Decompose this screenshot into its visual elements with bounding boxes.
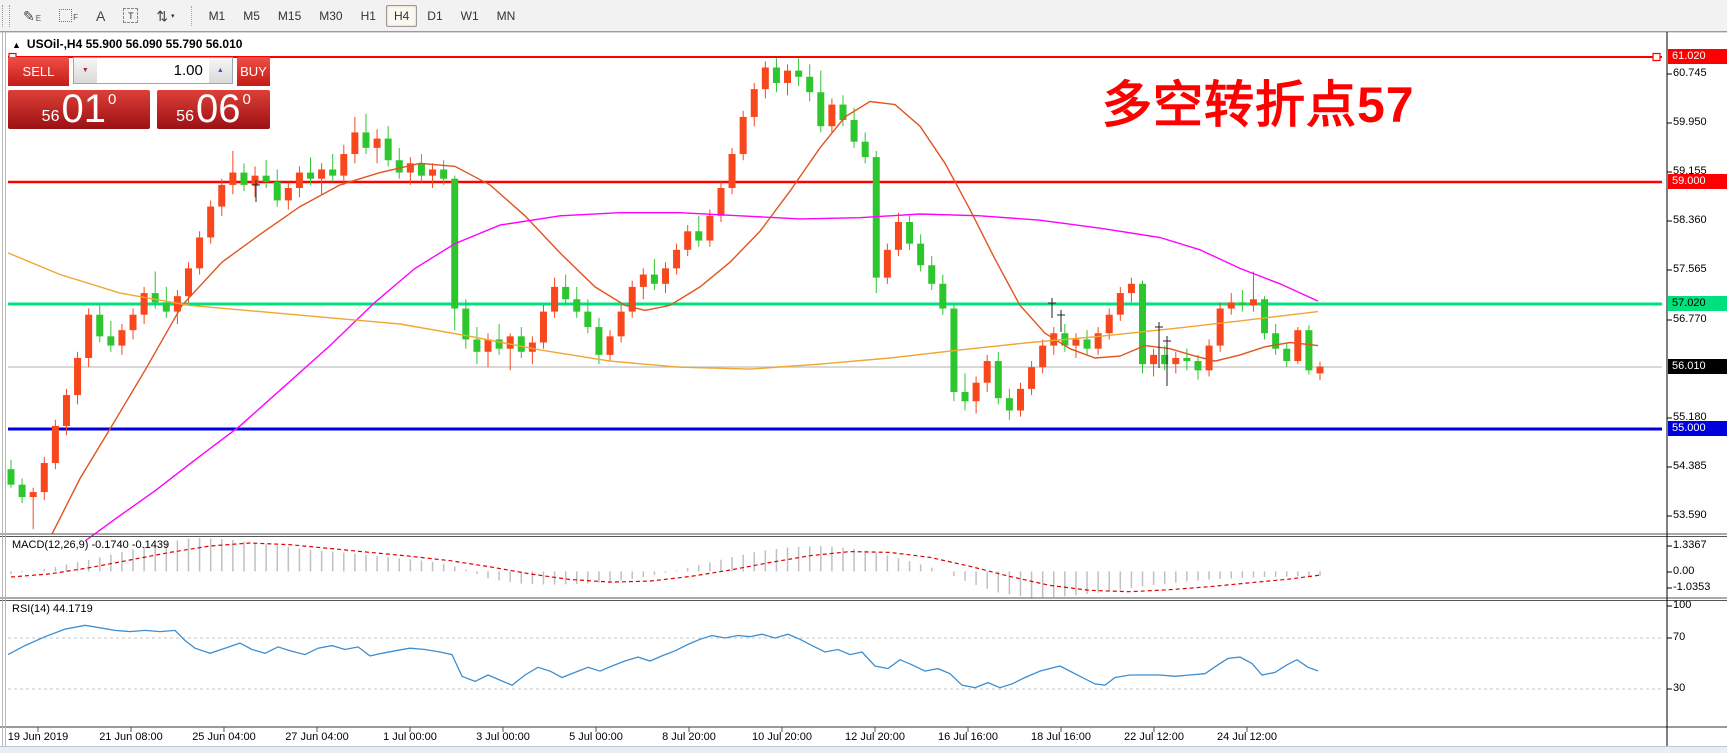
chart-title-row: ▲ USOil-,H4 55.900 56.090 55.790 56.010 [12, 37, 242, 51]
ask-pips: 06 [195, 87, 241, 131]
time-axis-label: 19 Jun 2019 [7, 731, 69, 743]
timeframe-button-m30[interactable]: M30 [319, 8, 343, 23]
volume-decrease-button[interactable]: ▼ [72, 57, 97, 84]
time-axis-label: 12 Jul 20:00 [845, 731, 905, 743]
time-axis-label: 5 Jul 00:00 [569, 731, 623, 743]
ask-integer: 56 [176, 108, 194, 125]
price-badge-55.000: 55.000 [1668, 421, 1727, 436]
rsi-scale-label: 30 [1673, 682, 1686, 694]
price-badge-59.000: 59.000 [1668, 174, 1727, 189]
rsi-label: RSI(14) 44.1719 [12, 603, 93, 615]
macd-pane [10, 537, 1321, 598]
price-tick-label: 54.385 [1673, 460, 1707, 472]
bid-price-display[interactable]: 56 01 0 [8, 87, 150, 131]
time-axis-label: 24 Jul 12:00 [1217, 731, 1277, 743]
rsi-line [7, 624, 1319, 689]
time-axis-label: 27 Jun 04:00 [285, 731, 349, 743]
pane-borders [0, 31, 1727, 753]
price-tick-label: 56.770 [1673, 313, 1707, 325]
price-tick-label: 60.745 [1673, 67, 1707, 79]
time-axis-label: 10 Jul 20:00 [752, 731, 812, 743]
grid-indicator-icon[interactable]: F [55, 7, 82, 24]
long-ma [7, 252, 1319, 370]
timeframe-button-w1[interactable]: W1 [460, 8, 479, 23]
timeframe-button-m15[interactable]: M15 [277, 8, 302, 23]
timeframe-buttons-group: M1 M5 M15 M30 H1 H4 D1 W1 MN [200, 4, 525, 27]
bid-point: 0 [107, 91, 117, 108]
trade-cross-markers [252, 180, 1171, 386]
time-axis-label: 21 Jun 08:00 [99, 731, 163, 743]
rsi-scale-label: 70 [1673, 631, 1686, 643]
cycle-arrows-icon[interactable]: ⇅ ▾ [156, 7, 175, 24]
rsi-pane [7, 624, 1662, 690]
text-label-icon[interactable]: A [95, 7, 106, 24]
macd-label: MACD(12,26,9) -0.1740 -0.1439 [12, 539, 170, 551]
volume-increase-button[interactable]: ▲ [208, 57, 233, 84]
time-axis-label: 1 Jul 00:00 [383, 731, 437, 743]
textbox-icon[interactable]: T [119, 6, 142, 25]
timeframe-button-mn[interactable]: MN [496, 8, 516, 23]
time-axis-label: 3 Jul 00:00 [476, 731, 530, 743]
ask-price-display[interactable]: 56 06 0 [157, 87, 270, 131]
time-axis-label: 18 Jul 16:00 [1031, 731, 1091, 743]
timeframe-button-h1[interactable]: H1 [360, 8, 376, 23]
price-badge-61.020: 61.020 [1668, 49, 1727, 64]
slow-ma [85, 211, 1319, 541]
time-axis-label: 8 Jul 20:00 [662, 731, 716, 743]
time-axis-label: 16 Jul 16:00 [938, 731, 998, 743]
timeframe-button-m1[interactable]: M1 [208, 8, 226, 23]
buy-button[interactable]: BUY [236, 57, 270, 88]
time-axis-label: 22 Jul 12:00 [1124, 731, 1184, 743]
ask-point: 0 [242, 91, 251, 108]
macd-scale-label: 1.3367 [1673, 539, 1707, 551]
bid-integer: 56 [41, 108, 60, 125]
timeframe-button-m5[interactable]: M5 [243, 8, 260, 23]
macd-signal-line [10, 542, 1321, 593]
price-level-lines [8, 56, 1662, 431]
price-tick-label: 57.565 [1673, 263, 1707, 275]
crosshair-pencil-icon[interactable]: ✎ E [23, 7, 42, 24]
drawing-tools-group: ✎ E F A T ⇅ ▾ [14, 6, 184, 25]
time-axis-label: 25 Jun 04:00 [192, 731, 256, 743]
chart-title: USOil-,H4 55.900 56.090 55.790 56.010 [26, 37, 243, 51]
sell-button[interactable]: SELL [8, 57, 69, 88]
price-tick-label: 58.360 [1673, 214, 1707, 226]
fast-ma [51, 100, 1319, 535]
volume-stepper: ▼ ▲ [72, 57, 233, 84]
toolbar-separator [190, 5, 193, 26]
timeframe-button-h4[interactable]: H4 [385, 4, 418, 27]
toolbar-grip-handle[interactable] [2, 4, 10, 27]
macd-scale-label: 0.00 [1673, 565, 1695, 577]
volume-input[interactable] [96, 57, 209, 84]
price-tick-label: 55.180 [1673, 411, 1707, 423]
price-tick-label: 53.590 [1673, 509, 1707, 521]
collapse-arrow-icon[interactable]: ▲ [12, 40, 21, 50]
price-badge-57.020: 57.020 [1668, 296, 1727, 311]
toolbar: ✎ E F A T ⇅ ▾ M1 M5 M15 M30 H1 H4 D1 W1 MN [0, 0, 1727, 32]
chart-text-annotation[interactable]: 多空转折点57 [1102, 77, 1415, 133]
axis-tick-marks [37, 73, 1672, 732]
timeframe-button-d1[interactable]: D1 [427, 8, 443, 23]
macd-scale-label: -1.0353 [1673, 581, 1711, 593]
bid-pips: 01 [61, 87, 106, 131]
price-tick-label: 59.950 [1673, 116, 1707, 128]
rsi-scale-label: 100 [1673, 599, 1692, 611]
moving-averages [7, 100, 1319, 541]
price-badge-56.010: 56.010 [1668, 359, 1727, 374]
